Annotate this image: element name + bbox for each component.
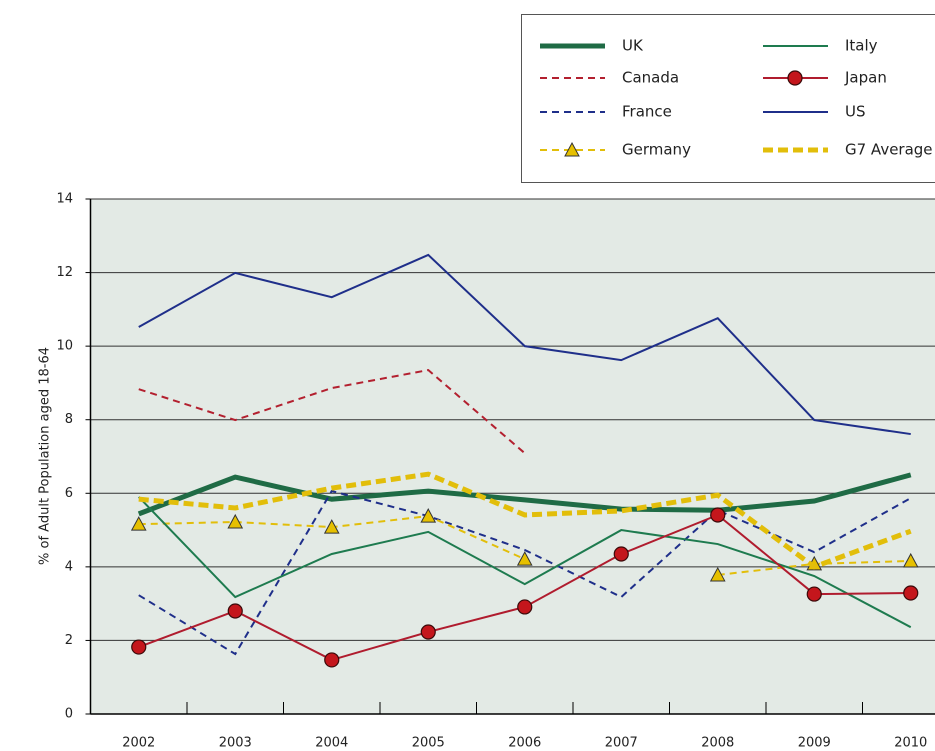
marker — [613, 546, 629, 562]
x-tick-label: 2009 — [798, 736, 831, 751]
marker — [323, 519, 340, 534]
series-line — [138, 253, 911, 436]
y-tick-label: 4 — [65, 559, 73, 574]
series-line — [138, 471, 912, 570]
legend-box — [521, 14, 935, 183]
marker — [903, 585, 919, 601]
legend-label: Canada — [622, 69, 679, 87]
legend-label: Italy — [845, 37, 878, 55]
y-tick-label: 10 — [56, 339, 73, 354]
y-tick-label: 6 — [65, 486, 73, 501]
marker — [131, 639, 147, 655]
marker — [130, 516, 147, 531]
plot-area — [90, 199, 935, 714]
x-tick-label: 2010 — [894, 736, 927, 751]
marker — [420, 508, 437, 523]
legend-label: France — [622, 103, 672, 121]
x-tick-label: 2004 — [315, 736, 348, 751]
y-tick-label: 2 — [65, 633, 73, 648]
marker — [710, 507, 726, 523]
legend-label: US — [845, 103, 866, 121]
marker — [324, 652, 340, 668]
marker — [227, 513, 244, 529]
series-line — [138, 489, 912, 656]
marker — [517, 599, 533, 615]
x-tick-label: 2003 — [219, 736, 252, 751]
x-tick-label: 2008 — [701, 736, 734, 751]
y-tick-label: 14 — [56, 192, 73, 207]
marker — [516, 551, 533, 566]
x-tick-label: 2002 — [122, 736, 155, 751]
legend-label: Germany — [622, 141, 691, 159]
legend-label: Japan — [844, 69, 887, 87]
series-line — [138, 496, 912, 629]
marker — [420, 624, 436, 640]
y-tick-label: 0 — [65, 707, 73, 722]
series-line — [137, 472, 912, 517]
y-axis-label: % of Adult Population aged 18-64 — [38, 347, 53, 565]
x-tick-label: 2006 — [508, 736, 541, 751]
marker — [806, 586, 822, 602]
marker — [902, 552, 919, 568]
marker — [227, 603, 243, 619]
y-tick-label: 8 — [65, 412, 73, 427]
y-tick-label: 12 — [56, 265, 73, 280]
x-tick-label: 2007 — [605, 736, 638, 751]
marker — [564, 141, 580, 157]
legend-label: UK — [622, 37, 644, 55]
marker — [709, 566, 726, 582]
marker — [787, 70, 803, 86]
legend-label: G7 Average — [845, 141, 933, 159]
x-tick-label: 2005 — [412, 736, 445, 751]
